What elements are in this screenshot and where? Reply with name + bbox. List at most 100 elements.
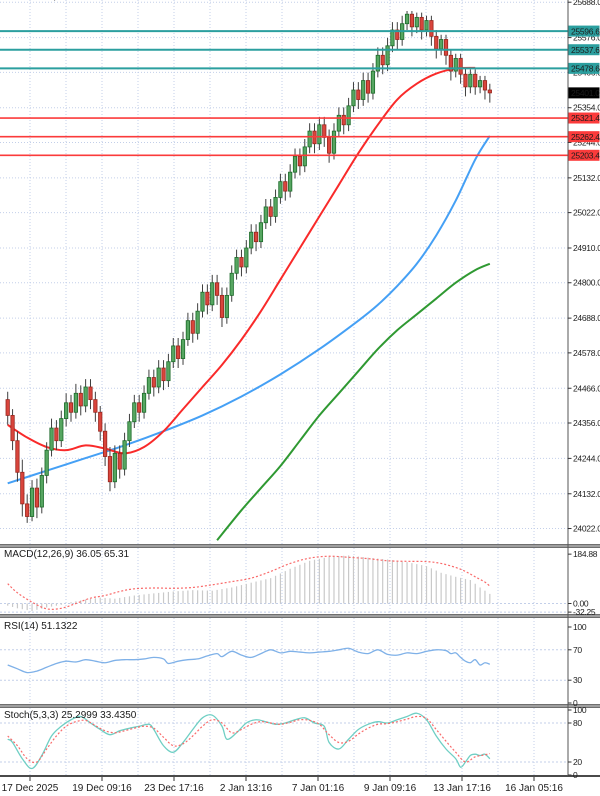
price-tick-label: 25022.0 <box>573 208 600 218</box>
time-label: 7 Jan 01:16 <box>292 783 345 794</box>
candle-body <box>448 54 453 72</box>
resistance-badge <box>568 44 600 56</box>
candle-body <box>434 35 439 50</box>
candle-body <box>39 475 44 508</box>
candle-body <box>20 471 25 505</box>
candle-body <box>356 89 361 100</box>
candle-body <box>239 257 244 268</box>
candle-body <box>336 114 341 132</box>
resistance-badge-label: 25537.6 <box>571 45 600 55</box>
candle-body <box>278 181 283 198</box>
candle-body <box>200 291 205 312</box>
candle-body <box>453 58 458 72</box>
candle-body <box>229 272 234 296</box>
candle-body <box>244 247 249 268</box>
rsi-tick-label: 100 <box>573 622 587 632</box>
candle-body <box>409 13 415 28</box>
candle-body <box>73 392 78 413</box>
candle-body <box>171 345 176 363</box>
candle-body <box>166 361 171 382</box>
candle-body <box>327 137 332 154</box>
candle-body <box>390 29 395 47</box>
support-badge <box>568 149 600 161</box>
candle-body <box>122 440 127 470</box>
candle-body <box>219 294 225 318</box>
candle-body <box>54 427 59 442</box>
resistance-badge-label: 25478.6 <box>571 64 600 74</box>
price-tick-label: 24688.0 <box>573 313 600 323</box>
candle-body <box>117 452 122 470</box>
candle-body <box>429 20 434 37</box>
candle-body <box>44 449 49 476</box>
price-tick-label: 25688.0 <box>573 0 600 7</box>
candle-body <box>419 16 424 31</box>
time-label: 13 Jan 17:16 <box>433 783 491 794</box>
price-tick-label: 24022.0 <box>573 524 600 534</box>
current-price-badge <box>568 87 600 99</box>
chart-title: Ger40,H4 25420.4 25448.1 25356.4 25401.0 <box>24 0 232 2</box>
rsi-line <box>7 647 491 674</box>
candle-body <box>83 386 88 407</box>
candle-body <box>468 73 473 88</box>
panel-separator <box>0 704 600 708</box>
candle-body <box>34 487 40 508</box>
stoch-d-line <box>7 715 490 764</box>
candle-body <box>112 452 117 483</box>
price-tick-label: 24800.0 <box>573 278 600 288</box>
candle-body <box>395 29 400 40</box>
candle-body <box>439 39 444 50</box>
candle-body <box>195 310 200 334</box>
macd-tick-label: -32.25 <box>573 607 596 617</box>
candle-body <box>10 415 15 442</box>
candle-body <box>268 206 273 217</box>
candle-body <box>64 402 69 419</box>
candle-body <box>346 105 351 126</box>
price-tick-label: 25132.0 <box>573 173 600 183</box>
candle-body <box>29 487 35 517</box>
candle-body <box>292 155 298 173</box>
candle-body <box>15 440 20 473</box>
candle-body <box>473 73 478 88</box>
panel-separator <box>0 614 600 618</box>
candle-body <box>317 124 322 145</box>
candle-body <box>487 89 492 94</box>
price-tick-label: 24910.0 <box>573 243 600 253</box>
candle-body <box>375 54 380 72</box>
candle-body <box>49 427 54 451</box>
support-badge-label: 25203.4 <box>571 151 600 161</box>
candle-body <box>477 80 483 88</box>
candle-body <box>103 430 108 457</box>
candle-body <box>288 171 293 192</box>
price-tick-label: 24132.0 <box>573 489 600 499</box>
candle-body <box>161 367 166 382</box>
candle-body <box>59 418 64 442</box>
candle-body <box>302 146 307 167</box>
rsi-tick-label: 70 <box>573 645 582 655</box>
candle-body <box>78 392 83 407</box>
time-label: 17 Dec 2025 <box>2 783 59 794</box>
time-label: 16 Jan 05:16 <box>505 783 563 794</box>
support-badge <box>568 112 600 124</box>
stoch-tick-label: 80 <box>573 718 582 728</box>
candle-body <box>404 13 410 25</box>
candle-body <box>351 89 356 107</box>
time-label: 19 Dec 09:16 <box>72 783 132 794</box>
ma-slow-line <box>216 262 491 541</box>
price-tick-label: 25244.0 <box>573 137 600 147</box>
candle-body <box>380 54 385 66</box>
candle-body <box>141 392 147 413</box>
macd-tick-label: 184.88 <box>573 549 598 559</box>
candle-body <box>25 503 30 517</box>
resistance-badge <box>568 62 600 74</box>
candle-body <box>283 181 288 192</box>
ma-fast-line <box>7 66 476 455</box>
candle-body <box>215 282 220 296</box>
current-price-badge-label: 25401.0 <box>571 88 600 98</box>
price-tick-label: 25576.0 <box>573 33 600 43</box>
chart-title-clipped: Ger40,H4 25420.4 25448.1 25356.4 25401.0 <box>0 0 420 4</box>
candle-body <box>443 39 449 56</box>
stoch-k-line <box>7 712 491 770</box>
candle-body <box>93 399 98 413</box>
candle-body <box>341 114 346 126</box>
